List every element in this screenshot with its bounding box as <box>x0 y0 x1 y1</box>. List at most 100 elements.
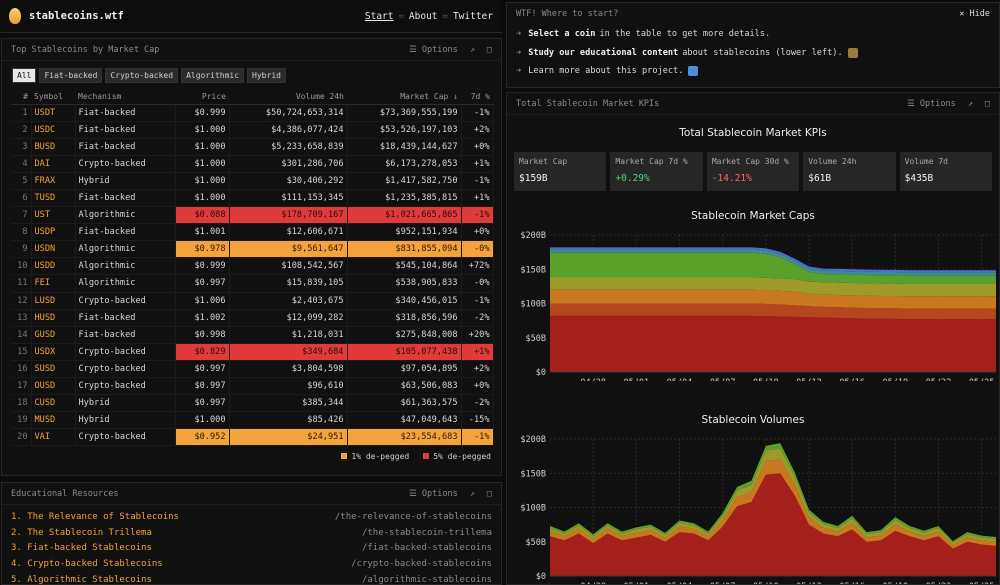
table-row[interactable]: 10 USDD Algorithmic $0.999 $108,542,567 $545,… <box>11 257 494 276</box>
kpi-label: Volume 7d <box>904 157 948 166</box>
table-row[interactable]: 3 BUSD Fiat-backed $1.000 $5,233,658,839 $18,… <box>11 138 494 156</box>
resource-title[interactable]: 4. Crypto-backed Stablecoins <box>11 558 163 569</box>
price-cell: $1.000 <box>175 121 230 139</box>
nav-start-link[interactable]: Start <box>364 10 394 22</box>
resource-item[interactable]: 1. The Relevance of Stablecoins/the-rele… <box>2 509 501 525</box>
col-market-cap-header[interactable]: Market Cap ↓ <box>347 90 461 105</box>
market-cap-cell: $1,235,385,815 <box>347 189 462 208</box>
mechanism-cell: Crypto-backed <box>75 155 176 173</box>
symbol-cell: UST <box>31 206 76 225</box>
table-row[interactable]: 9 USDN Algorithmic $0.978 $9,561,647 $831,855… <box>11 240 494 259</box>
series-area <box>550 249 996 276</box>
resource-title[interactable]: 3. Fiat-backed Stablecoins <box>11 543 152 554</box>
resource-item[interactable]: 4. Crypto-backed Stablecoins/crypto-back… <box>2 556 501 572</box>
window-icon[interactable]: □ <box>486 44 492 55</box>
symbol-cell: USDT <box>31 104 76 122</box>
series-area <box>550 459 996 549</box>
resource-title[interactable]: 2. The Stablecoin Trillema <box>11 527 152 538</box>
change-7d-cell: -1% <box>461 292 494 310</box>
filter-algorithmic[interactable]: Algorithmic <box>181 68 245 83</box>
resource-title[interactable]: 5. Algorithmic Stablecoins <box>11 574 152 585</box>
col-volume-header[interactable]: Volume 24h <box>229 90 347 105</box>
mechanism-cell: Crypto-backed <box>75 377 176 396</box>
books-icon <box>847 47 858 58</box>
table-row[interactable]: 1 USDT Fiat-backed $0.999 $50,724,653,314 $73… <box>11 104 494 122</box>
table-row[interactable]: 2 USDC Fiat-backed $1.000 $4,386,077,424 $53,… <box>11 121 494 139</box>
x-tick-label: 05/07 <box>710 582 736 585</box>
table-row[interactable]: 14 GUSD Fiat-backed $0.998 $1,218,031 $275,84… <box>11 326 494 344</box>
options-button[interactable]: ☰ Options <box>409 488 458 499</box>
nav-twitter-link[interactable]: Twitter <box>452 10 493 22</box>
table-header-row: # Symbol Mechanism Price Volume 24h Mark… <box>11 90 493 105</box>
help-emphasis: Select a coin <box>528 29 596 40</box>
options-label: Options <box>421 488 458 499</box>
options-label: Options <box>421 44 458 55</box>
table-row[interactable]: 8 USDP Fiat-backed $1.001 $12,606,671 $952,15… <box>11 223 494 242</box>
filter-fiat-backed[interactable]: Fiat-backed <box>39 68 103 83</box>
price-cell: $0.088 <box>175 206 230 225</box>
table-row[interactable]: 5 FRAX Hybrid $1.000 $30,406,292 $1,417,582,7… <box>11 172 494 190</box>
nav-about-link[interactable]: About <box>408 10 438 22</box>
x-tick-label: 05/10 <box>753 582 779 585</box>
filter-all[interactable]: All <box>12 68 37 83</box>
options-button[interactable]: ☰ Options <box>907 98 956 109</box>
resource-item[interactable]: 3. Fiat-backed Stablecoins/fiat-backed-s… <box>2 540 501 556</box>
table-row[interactable]: 7 UST Algorithmic $0.088 $178,709,167 $1,021,… <box>11 206 494 225</box>
arrow-icon: ➜ <box>516 66 522 77</box>
col-7d-header[interactable]: 7d % <box>461 90 493 105</box>
table-row[interactable]: 15 USDX Crypto-backed $0.829 $349,684 $105,07… <box>11 343 494 361</box>
change-7d-cell: +20% <box>461 326 494 344</box>
table-row[interactable]: 19 MUSD Hybrid $1.000 $85,426 $47,049,643 -15% <box>11 411 494 430</box>
site-title[interactable]: stablecoins.wtf <box>29 10 124 22</box>
table-row[interactable]: 18 CUSD Hybrid $0.997 $385,344 $61,363,575 -2% <box>11 394 494 413</box>
rank-cell: 16 <box>11 360 32 379</box>
x-tick-label: 05/04 <box>667 582 693 585</box>
symbol-cell: USDC <box>31 121 76 139</box>
series-area <box>550 448 996 546</box>
kpi-cards: Market Cap $159B Market Cap 7d % +0.29% Mark… <box>507 152 999 191</box>
x-tick-label: 05/16 <box>839 582 865 585</box>
x-tick-label: 04/28 <box>580 582 606 585</box>
resource-item[interactable]: 2. The Stablecoin Trillema/the-stablecoi… <box>2 525 501 541</box>
col-rank-header[interactable]: # <box>11 90 31 105</box>
help-line-learn[interactable]: ➜ Learn more about this project. <box>507 62 999 81</box>
expand-icon[interactable]: ↗ <box>469 44 475 55</box>
kpi-card: Volume 24h $61B <box>803 152 896 191</box>
symbol-cell: CUSD <box>31 394 76 413</box>
table-row[interactable]: 11 FEI Algorithmic $0.997 $15,839,105 $538,90… <box>11 274 494 293</box>
filter-hybrid[interactable]: Hybrid <box>247 68 286 83</box>
filter-crypto-backed[interactable]: Crypto-backed <box>105 68 179 83</box>
table-row[interactable]: 13 HUSD Fiat-backed $1.002 $12,099,282 $318,8… <box>11 309 494 327</box>
options-button[interactable]: ☰ Options <box>409 44 458 55</box>
expand-icon[interactable]: ↗ <box>469 488 475 499</box>
hide-button[interactable]: ✕ Hide <box>959 9 990 19</box>
col-symbol-header[interactable]: Symbol <box>31 90 75 105</box>
price-cell: $1.000 <box>175 189 230 208</box>
y-tick-label: $50B <box>526 334 546 344</box>
table-row[interactable]: 16 SUSD Crypto-backed $0.997 $3,804,598 $97,0… <box>11 360 494 379</box>
x-tick-label: 05/22 <box>926 582 952 585</box>
resource-item[interactable]: 5. Algorithmic Stablecoins/algorithmic-s… <box>2 572 501 585</box>
window-icon[interactable]: □ <box>486 488 492 499</box>
table-row[interactable]: 20 VAI Crypto-backed $0.952 $24,951 $23,554,6… <box>11 428 494 447</box>
price-cell: $1.000 <box>175 155 230 173</box>
change-7d-cell: -2% <box>461 394 494 413</box>
resource-title[interactable]: 1. The Relevance of Stablecoins <box>11 511 179 522</box>
window-icon[interactable]: □ <box>984 98 990 109</box>
table-row[interactable]: 12 LUSD Crypto-backed $1.006 $2,403,675 $340,… <box>11 292 494 310</box>
series-area <box>550 473 996 576</box>
price-cell: $1.000 <box>175 411 230 430</box>
table-row[interactable]: 17 OUSD Crypto-backed $0.997 $96,610 $63,506,… <box>11 377 494 396</box>
col-mechanism-header[interactable]: Mechanism <box>75 90 175 105</box>
x-tick-label: 05/10 <box>753 378 779 381</box>
nav-separator: = <box>398 11 404 22</box>
series-area <box>550 315 996 372</box>
col-price-header[interactable]: Price <box>175 90 229 105</box>
price-cell: $0.998 <box>175 326 230 344</box>
table-row[interactable]: 6 TUSD Fiat-backed $1.000 $111,153,345 $1,235… <box>11 189 494 208</box>
expand-icon[interactable]: ↗ <box>967 98 973 109</box>
table-row[interactable]: 4 DAI Crypto-backed $1.000 $301,286,706 $6,17… <box>11 155 494 173</box>
price-cell: $1.000 <box>175 172 230 190</box>
help-text[interactable]: Learn more about this project. <box>528 66 684 77</box>
info-icon[interactable] <box>688 66 699 77</box>
